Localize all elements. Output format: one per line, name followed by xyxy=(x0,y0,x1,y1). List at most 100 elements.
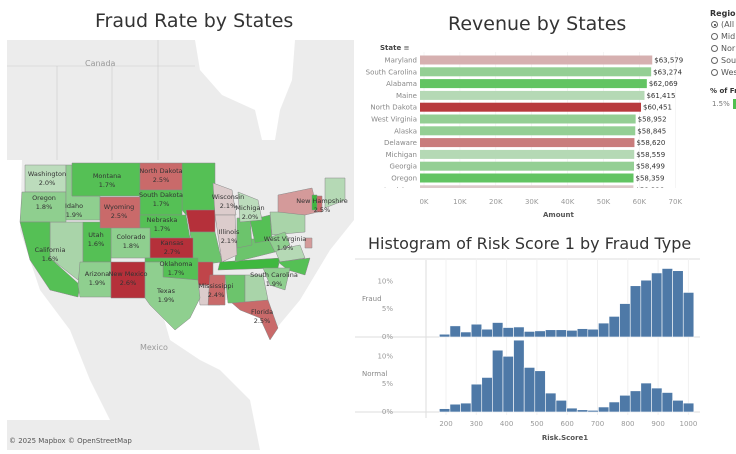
histogram-bar[interactable] xyxy=(672,400,684,413)
histogram-bar[interactable] xyxy=(449,325,461,338)
revenue-x-tick: 60K xyxy=(633,198,647,206)
region-option-label: Nor xyxy=(721,44,736,53)
state-minnesota[interactable] xyxy=(181,162,216,216)
histogram-bar[interactable] xyxy=(682,402,695,413)
histogram-bar[interactable] xyxy=(502,356,514,413)
revenue-bar[interactable] xyxy=(420,67,652,77)
histogram-bar[interactable] xyxy=(587,410,599,413)
histogram-bar[interactable] xyxy=(555,329,567,338)
region-option[interactable]: Sou xyxy=(711,56,736,65)
revenue-bar[interactable] xyxy=(420,138,635,148)
histogram-bar[interactable] xyxy=(513,326,525,338)
state-rate-label: 1.7% xyxy=(99,181,116,189)
revenue-bar[interactable] xyxy=(420,149,635,159)
histogram-bar[interactable] xyxy=(439,408,451,413)
radio-icon[interactable] xyxy=(711,45,718,52)
state-pennsylvania[interactable] xyxy=(269,211,306,236)
histogram-bar[interactable] xyxy=(470,323,483,338)
histogram-bar[interactable] xyxy=(460,402,472,413)
state-virginia[interactable] xyxy=(274,244,306,263)
histogram-bar[interactable] xyxy=(513,339,525,413)
histogram-bar[interactable] xyxy=(661,392,673,413)
state-rate-label: 2.5% xyxy=(153,176,170,184)
histogram-bar[interactable] xyxy=(523,331,536,338)
radio-icon[interactable] xyxy=(711,33,718,40)
state-south-carolina[interactable] xyxy=(262,267,291,291)
state-maine[interactable] xyxy=(324,177,346,209)
histogram-bar[interactable] xyxy=(534,330,546,338)
state-michigan[interactable] xyxy=(237,191,263,223)
state-west-virginia[interactable] xyxy=(267,231,291,253)
region-option-label: Mid xyxy=(721,32,736,41)
state-texas[interactable] xyxy=(144,261,201,331)
histogram-bar[interactable] xyxy=(470,383,483,413)
region-option[interactable]: Mid xyxy=(711,32,735,41)
histogram-bar[interactable] xyxy=(587,328,599,338)
histogram-bar[interactable] xyxy=(545,392,557,413)
histogram-bar[interactable] xyxy=(481,377,493,413)
radio-icon[interactable] xyxy=(711,69,718,76)
histogram-bar[interactable] xyxy=(608,316,620,338)
histogram-bar[interactable] xyxy=(661,268,673,338)
histogram-bar[interactable] xyxy=(492,322,504,338)
histogram-bar[interactable] xyxy=(566,407,578,413)
state-mississippi[interactable] xyxy=(207,274,226,306)
histogram-bar[interactable] xyxy=(555,400,567,413)
revenue-bar[interactable] xyxy=(420,102,642,112)
histogram-bar[interactable] xyxy=(534,370,546,413)
state-illinois[interactable] xyxy=(214,214,238,263)
histogram-bar[interactable] xyxy=(502,327,514,338)
histogram-bar[interactable] xyxy=(545,329,557,338)
state-arizona[interactable] xyxy=(77,261,112,298)
histogram-bar[interactable] xyxy=(619,303,631,338)
revenue-bar[interactable] xyxy=(420,161,635,171)
radio-icon[interactable] xyxy=(711,21,718,28)
state-north-carolina[interactable] xyxy=(277,257,311,276)
histogram-bar[interactable] xyxy=(629,285,642,338)
region-option[interactable]: Wes xyxy=(711,68,736,77)
histogram-bar[interactable] xyxy=(629,390,642,413)
revenue-bar[interactable] xyxy=(420,79,647,89)
state-new-hampshire[interactable] xyxy=(316,195,323,213)
histogram-bar[interactable] xyxy=(460,331,472,338)
histogram-bar[interactable] xyxy=(481,328,493,338)
state-column-header[interactable]: State ≡ xyxy=(380,44,410,52)
state-new-york[interactable] xyxy=(277,187,319,216)
region-option-label: Wes xyxy=(721,68,736,77)
region-option[interactable]: Nor xyxy=(711,44,735,53)
region-option[interactable]: (All xyxy=(711,20,734,29)
state-iowa[interactable] xyxy=(185,209,216,233)
histogram-bar[interactable] xyxy=(576,328,589,338)
histogram-bar[interactable] xyxy=(492,349,504,413)
revenue-bar[interactable] xyxy=(420,114,636,124)
revenue-bar[interactable] xyxy=(420,90,645,100)
histogram-bar[interactable] xyxy=(576,409,589,413)
state-florida[interactable] xyxy=(231,299,279,341)
histogram-bar[interactable] xyxy=(682,292,695,338)
histogram-bar[interactable] xyxy=(566,330,578,338)
histogram-bar[interactable] xyxy=(619,394,631,413)
histogram-bar[interactable] xyxy=(449,403,461,413)
histogram-bar[interactable] xyxy=(651,272,663,338)
radio-icon[interactable] xyxy=(711,57,718,64)
histogram-bar[interactable] xyxy=(598,406,610,413)
revenue-bar[interactable] xyxy=(420,173,634,183)
state-wisconsin[interactable] xyxy=(212,182,237,216)
histogram-bar[interactable] xyxy=(672,270,684,338)
histogram-bar[interactable] xyxy=(608,401,620,413)
revenue-bar[interactable] xyxy=(420,126,636,136)
histogram-bar[interactable] xyxy=(640,279,652,338)
revenue-value-label: $62,069 xyxy=(649,80,678,88)
histogram-bar[interactable] xyxy=(523,367,536,413)
histogram-bar[interactable] xyxy=(651,387,663,413)
histogram-bar[interactable] xyxy=(439,333,451,338)
state-oregon[interactable] xyxy=(19,191,67,223)
histogram-bar[interactable] xyxy=(640,382,652,413)
map-attribution[interactable]: © 2025 Mapbox © OpenStreetMap xyxy=(9,437,132,445)
state-delaware-maryland[interactable] xyxy=(304,237,313,249)
revenue-bar[interactable] xyxy=(420,55,653,65)
sort-descending-icon[interactable]: ≡ xyxy=(403,44,410,52)
revenue-value-label: $58,620 xyxy=(636,139,665,147)
histogram-bar[interactable] xyxy=(598,322,610,338)
